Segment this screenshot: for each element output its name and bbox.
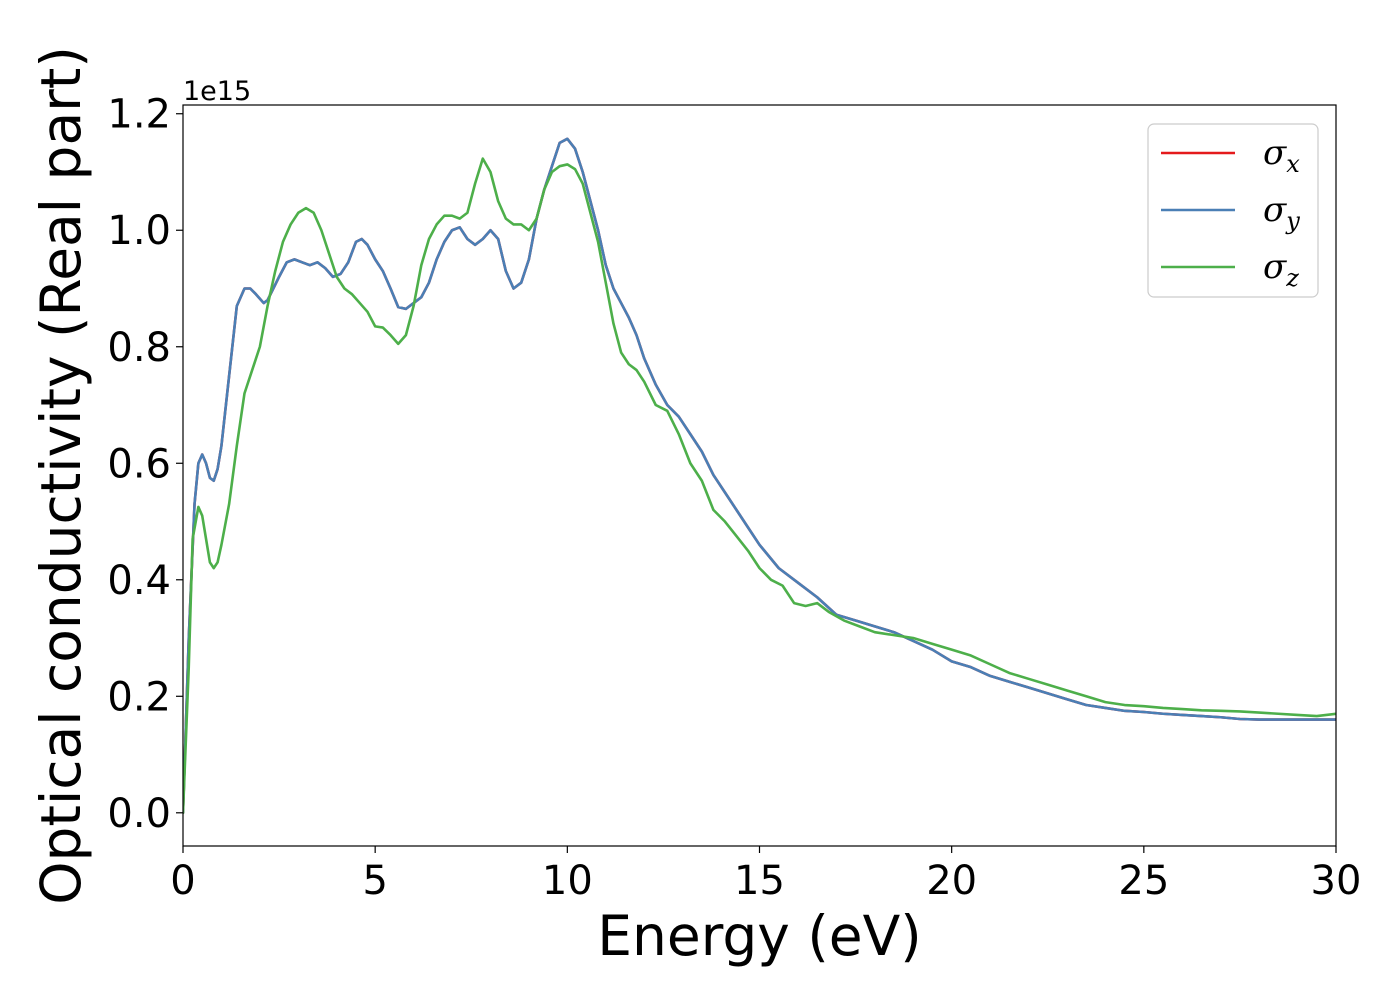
y-tick-label: 0.0 [107,791,171,837]
x-tick-label: 15 [734,858,785,904]
y-tick-label: 0.6 [107,441,171,487]
x-tick-label: 20 [926,858,977,904]
y-tick-label: 0.2 [107,674,171,720]
y-tick-label: 0.4 [107,558,171,604]
y-axis-ticks: 0.0 0.2 0.4 0.6 0.8 1.0 1.2 [107,92,183,837]
x-tick-label: 25 [1118,858,1169,904]
series-layer [183,137,1336,815]
x-axis-label: Energy (eV) [597,904,921,968]
legend-label-x: σx [1263,133,1300,178]
x-axis-ticks: 0 5 10 15 20 25 30 [170,846,1361,904]
series-line-z [183,157,1336,815]
x-tick-label: 10 [542,858,593,904]
x-tick-label: 30 [1311,858,1362,904]
legend: σx σy σz [1147,123,1319,298]
y-axis-offset-text: 1e15 [183,76,251,107]
y-tick-label: 1.0 [107,208,171,254]
x-tick-label: 5 [362,858,387,904]
legend-label-z: σz [1263,247,1299,292]
y-tick-label: 0.8 [107,325,171,371]
y-tick-label: 1.2 [107,92,171,138]
x-tick-label: 0 [170,858,195,904]
y-axis-label: Optical conductivity (Real part) [29,46,93,905]
legend-label-y: σy [1263,190,1300,235]
